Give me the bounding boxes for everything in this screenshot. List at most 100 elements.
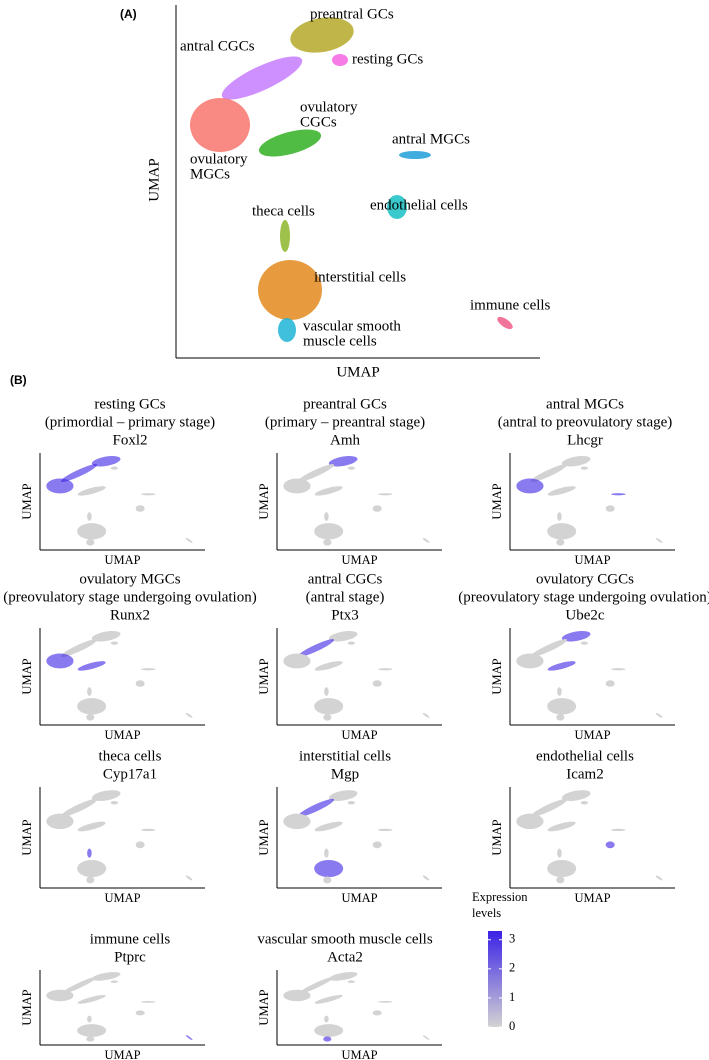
expression-region	[378, 493, 393, 496]
expression-region	[323, 539, 332, 546]
expression-region	[611, 668, 626, 671]
expression-region	[422, 712, 430, 718]
expression-region	[283, 653, 311, 669]
expression-region	[347, 466, 355, 470]
y-axis-label: UMAP	[20, 483, 34, 519]
y-axis-label: UMAP	[490, 658, 504, 694]
cluster	[290, 17, 354, 53]
plot-title: Acta2	[327, 949, 363, 965]
expression-region	[135, 680, 145, 687]
plot-title: (preovulatory stage undergoing ovulation…	[3, 589, 256, 605]
expression-region	[372, 1010, 382, 1016]
expression-region	[314, 859, 344, 878]
expression-region	[314, 994, 343, 1004]
expression-region	[557, 848, 562, 858]
feature-plot	[283, 455, 430, 546]
expression-region	[46, 653, 74, 669]
cluster-label: endothelial cells	[370, 197, 468, 213]
expression-region	[611, 828, 626, 832]
x-axis-label: UMAP	[104, 728, 140, 742]
colorbar-title: Expression	[472, 890, 528, 904]
expression-region	[328, 455, 358, 467]
plot-title: vascular smooth muscle cells	[257, 931, 433, 947]
plot-title: Lhcgr	[567, 432, 603, 448]
cluster	[387, 195, 407, 219]
feature-plot	[516, 455, 663, 546]
expression-region	[378, 828, 393, 832]
expression-region	[185, 875, 193, 881]
y-axis-label: UMAP	[490, 483, 504, 519]
expression-region	[91, 455, 121, 467]
cluster-label: CGCs	[300, 114, 337, 130]
expression-region	[422, 1035, 430, 1041]
cluster	[280, 220, 290, 252]
expression-region	[110, 641, 118, 645]
expression-region	[605, 841, 615, 849]
expression-region	[185, 712, 193, 718]
expression-region	[314, 1024, 344, 1037]
y-axis-label: UMAP	[146, 158, 162, 201]
cluster	[258, 260, 322, 320]
colorbar-tick-label: 1	[509, 990, 515, 1004]
expression-region	[547, 523, 577, 540]
feature-plot	[46, 972, 193, 1042]
expression-region	[314, 523, 344, 540]
expression-region	[91, 972, 121, 981]
expression-region	[580, 801, 588, 805]
expression-region	[422, 537, 430, 543]
expression-region	[135, 841, 145, 849]
expression-region	[561, 630, 591, 642]
expression-region	[185, 537, 193, 543]
cluster-label: preantral GCs	[310, 6, 394, 22]
expression-region	[530, 639, 568, 658]
plot-title: ovulatory MGCs	[79, 571, 180, 587]
cluster-label: vascular smooth	[303, 318, 401, 334]
cluster-label: immune cells	[470, 297, 551, 313]
expression-region	[297, 976, 335, 995]
expression-region	[547, 698, 577, 715]
expression-region	[91, 790, 121, 801]
cluster	[497, 316, 513, 330]
plot-title: interstitial cells	[299, 748, 391, 764]
y-axis-label: UMAP	[20, 658, 34, 694]
expression-region	[314, 821, 343, 832]
expression-region	[86, 876, 95, 884]
expression-region	[141, 828, 156, 832]
expression-region	[46, 989, 74, 1002]
expression-region	[60, 639, 98, 658]
feature-plot	[283, 630, 430, 721]
expression-region	[347, 980, 355, 983]
expression-region	[655, 712, 663, 718]
expression-region	[87, 848, 92, 858]
expression-region	[141, 493, 156, 496]
x-axis-label: UMAP	[341, 1048, 377, 1060]
cluster-label: antral CGCs	[180, 38, 255, 54]
expression-region	[580, 641, 588, 645]
plot-title: endothelial cells	[536, 748, 634, 764]
plot-title: (primordial – primary stage)	[45, 414, 215, 430]
expression-region	[324, 512, 329, 521]
plot-title: Icam2	[566, 766, 603, 782]
expression-region	[655, 537, 663, 543]
expression-region	[328, 630, 358, 642]
y-axis-label: UMAP	[257, 483, 271, 519]
expression-region	[547, 859, 577, 878]
expression-region	[557, 687, 562, 696]
plot-title: immune cells	[90, 931, 171, 947]
colorbar	[488, 931, 502, 1027]
y-axis-label: UMAP	[20, 819, 34, 855]
cluster	[278, 318, 296, 342]
expression-region	[655, 875, 663, 881]
expression-region	[60, 464, 98, 483]
expression-region	[77, 486, 106, 496]
expression-region	[283, 989, 311, 1002]
plot-title: Ube2c	[565, 607, 604, 623]
cluster	[399, 151, 431, 159]
expression-region	[372, 680, 382, 687]
expression-region	[297, 464, 335, 483]
y-axis-label: UMAP	[257, 658, 271, 694]
expression-region	[378, 668, 393, 671]
plot-title: (primary – preantral stage)	[265, 414, 425, 430]
expression-region	[324, 687, 329, 696]
expression-region	[347, 641, 355, 645]
